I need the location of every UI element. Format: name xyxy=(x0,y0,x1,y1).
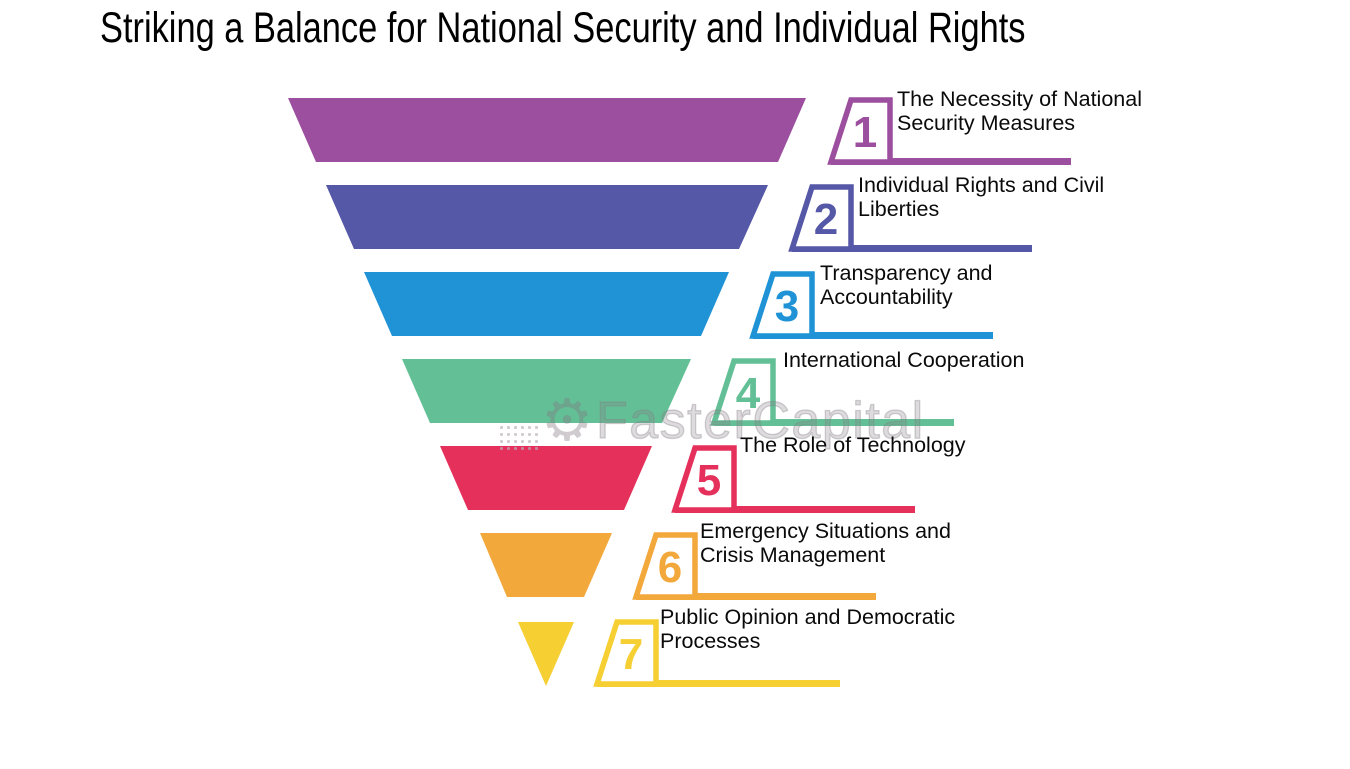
level-label-4: International Cooperation xyxy=(783,348,1025,372)
level-badge-4 xyxy=(710,358,776,426)
level-underline-3 xyxy=(753,332,993,339)
level-badge-2 xyxy=(788,184,854,252)
level-label-6: Emergency Situations and Crisis Manageme… xyxy=(700,519,951,567)
level-badge-1 xyxy=(827,97,893,165)
level-underline-1 xyxy=(831,158,1071,165)
level-label-5: The Role of Technology xyxy=(740,433,966,457)
funnel-level-1: 1 xyxy=(288,97,1071,165)
funnel-segment-1 xyxy=(288,98,806,162)
level-label-7: Public Opinion and Democratic Processes xyxy=(660,605,956,653)
funnel-segment-3 xyxy=(364,272,729,336)
level-label-2: Individual Rights and Civil Liberties xyxy=(858,173,1105,221)
funnel-level-2: 2 xyxy=(326,184,1032,252)
page-title: Striking a Balance for National Security… xyxy=(100,4,1026,52)
level-underline-5 xyxy=(675,506,915,513)
level-underline-6 xyxy=(636,593,876,600)
level-label-3: Transparency and Accountability xyxy=(820,261,993,309)
level-number-7: 7 xyxy=(619,630,643,679)
level-badge-6 xyxy=(632,532,698,600)
level-badge-7 xyxy=(593,619,659,687)
level-number-5: 5 xyxy=(697,456,721,505)
funnel-level-3: 3 xyxy=(364,271,993,339)
funnel-level-5: 5 xyxy=(440,445,915,513)
level-number-2: 2 xyxy=(814,195,838,244)
funnel-segment-6 xyxy=(480,533,612,597)
level-underline-7 xyxy=(597,680,840,687)
level-number-4: 4 xyxy=(736,369,761,418)
level-badge-5 xyxy=(671,445,737,513)
level-badge-3 xyxy=(749,271,815,339)
level-underline-4 xyxy=(714,419,954,426)
level-number-1: 1 xyxy=(853,108,877,157)
funnel-segment-4 xyxy=(402,359,691,423)
level-label-1: The Necessity of National Security Measu… xyxy=(897,87,1142,135)
level-number-3: 3 xyxy=(775,282,799,331)
funnel-segment-5 xyxy=(440,446,652,510)
funnel-level-6: 6 xyxy=(480,532,876,600)
level-underline-2 xyxy=(792,245,1032,252)
funnel-level-4: 4 xyxy=(402,358,954,426)
level-number-6: 6 xyxy=(658,543,682,592)
funnel-segment-7 xyxy=(518,622,574,686)
funnel-segment-2 xyxy=(326,185,768,249)
funnel-level-7: 7 xyxy=(518,619,840,687)
